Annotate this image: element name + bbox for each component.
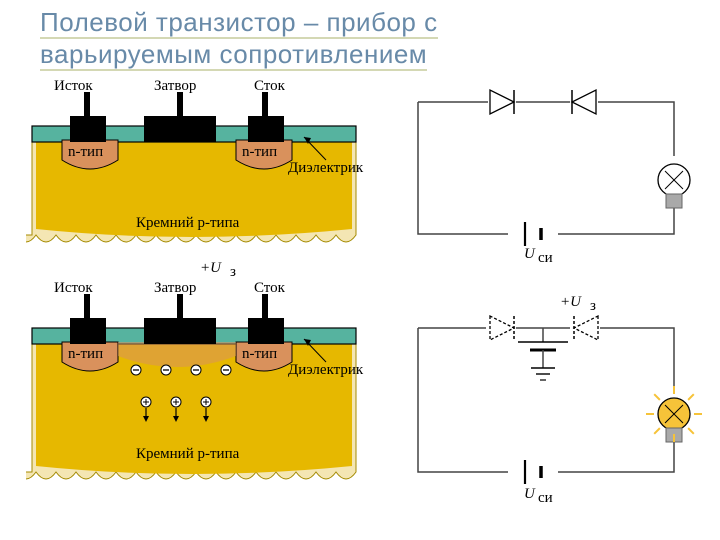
svg-text:n-тип: n-тип bbox=[68, 144, 103, 160]
circuit-on: +U з Uси bbox=[388, 286, 704, 522]
svg-text:Затвор: Затвор bbox=[154, 280, 196, 296]
mosfet-cross-section-on: Исток Затвор Сток n-тип n-тип Кремний p-типа Д… bbox=[26, 280, 366, 498]
svg-text:U: U bbox=[524, 246, 536, 262]
svg-text:Затвор: Затвор bbox=[154, 78, 196, 94]
svg-text:n-тип: n-тип bbox=[242, 144, 277, 160]
svg-text:n-тип: n-тип bbox=[242, 346, 277, 362]
circuit-off: Uси bbox=[388, 84, 704, 272]
mosfet-cross-section-off: Исток Затвор Сток n-тип n-тип Кремний p-типа Д… bbox=[26, 78, 366, 258]
svg-text:Исток: Исток bbox=[54, 78, 93, 94]
svg-text:Кремний p-типа: Кремний p-типа bbox=[136, 446, 240, 462]
svg-text:+U: +U bbox=[200, 260, 222, 276]
svg-text:Исток: Исток bbox=[54, 280, 93, 296]
svg-text:Диэлектрик: Диэлектрик bbox=[288, 160, 364, 176]
svg-text:Сток: Сток bbox=[254, 78, 286, 94]
svg-text:з: з bbox=[590, 298, 596, 314]
svg-text:U: U bbox=[524, 486, 536, 502]
svg-text:Кремний p-типа: Кремний p-типа bbox=[136, 215, 240, 231]
slide-title: Полевой транзистор – прибор с варьируемы… bbox=[40, 6, 700, 70]
svg-text:Сток: Сток bbox=[254, 280, 286, 296]
svg-text:з: з bbox=[230, 264, 236, 280]
svg-text:Диэлектрик: Диэлектрик bbox=[288, 362, 364, 378]
svg-text:си: си bbox=[538, 250, 553, 266]
svg-text:n-тип: n-тип bbox=[68, 346, 103, 362]
svg-text:+U: +U bbox=[560, 294, 582, 310]
label-ugate-left: +U з bbox=[200, 256, 280, 280]
svg-text:си: си bbox=[538, 490, 553, 506]
